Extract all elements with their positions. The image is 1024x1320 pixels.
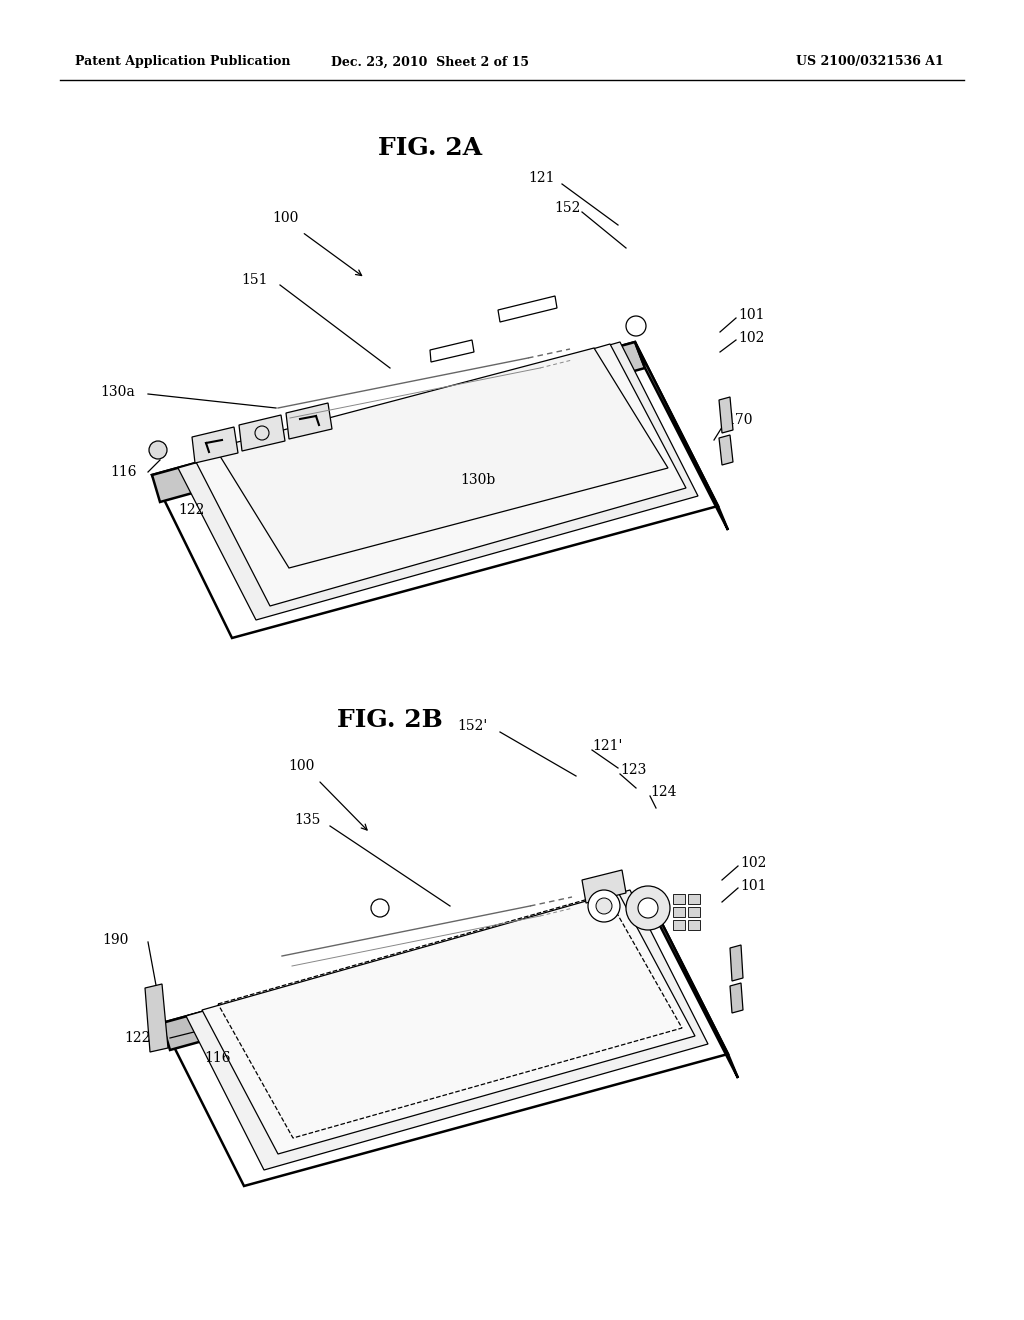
Text: 152: 152 (555, 201, 582, 215)
Text: Dec. 23, 2010  Sheet 2 of 15: Dec. 23, 2010 Sheet 2 of 15 (331, 55, 529, 69)
Text: 100: 100 (272, 211, 299, 224)
Circle shape (588, 890, 620, 921)
Polygon shape (673, 894, 685, 904)
Polygon shape (239, 414, 285, 451)
Polygon shape (730, 983, 743, 1012)
Text: 123: 123 (620, 763, 646, 777)
Polygon shape (645, 890, 738, 1078)
Circle shape (150, 441, 167, 459)
Text: 130a: 130a (100, 385, 135, 399)
Polygon shape (162, 890, 728, 1185)
Polygon shape (673, 920, 685, 931)
Polygon shape (719, 436, 733, 465)
Text: 101: 101 (740, 879, 767, 894)
Polygon shape (730, 945, 743, 981)
Polygon shape (196, 345, 686, 606)
Text: 101: 101 (738, 308, 765, 322)
Polygon shape (145, 983, 168, 1052)
Circle shape (626, 886, 670, 931)
Text: 102: 102 (738, 331, 764, 345)
Text: 152': 152' (457, 719, 487, 733)
Polygon shape (152, 342, 645, 502)
Text: US 2100/0321536 A1: US 2100/0321536 A1 (796, 55, 944, 69)
Polygon shape (582, 870, 626, 903)
Text: 116: 116 (205, 1051, 231, 1065)
Circle shape (638, 898, 658, 917)
Polygon shape (202, 892, 695, 1154)
Text: 102: 102 (740, 855, 766, 870)
Polygon shape (286, 403, 332, 440)
Polygon shape (178, 342, 698, 620)
Polygon shape (152, 342, 718, 638)
Polygon shape (215, 348, 668, 568)
Polygon shape (162, 890, 655, 1049)
Text: 100: 100 (289, 759, 315, 774)
Polygon shape (688, 907, 700, 917)
Polygon shape (688, 894, 700, 904)
Text: 122: 122 (179, 503, 205, 517)
Text: FIG. 2A: FIG. 2A (378, 136, 482, 160)
Polygon shape (688, 920, 700, 931)
Text: 121': 121' (592, 739, 623, 752)
Text: 135: 135 (295, 813, 322, 828)
Text: 151: 151 (242, 273, 268, 286)
Polygon shape (635, 342, 728, 531)
Text: 130b: 130b (461, 473, 496, 487)
Text: 116: 116 (110, 465, 136, 479)
Text: 121: 121 (528, 172, 555, 185)
Polygon shape (498, 296, 557, 322)
Text: 170: 170 (726, 413, 753, 426)
Circle shape (626, 315, 646, 337)
Text: FIG. 2B: FIG. 2B (337, 708, 442, 733)
Polygon shape (673, 907, 685, 917)
Polygon shape (430, 341, 474, 362)
Circle shape (371, 899, 389, 917)
Circle shape (596, 898, 612, 913)
Polygon shape (719, 397, 733, 433)
Circle shape (255, 426, 269, 440)
Text: 124: 124 (650, 785, 677, 799)
Polygon shape (186, 890, 708, 1170)
Text: 190: 190 (102, 933, 128, 946)
Polygon shape (193, 426, 238, 463)
Text: 122: 122 (125, 1031, 152, 1045)
Text: Patent Application Publication: Patent Application Publication (75, 55, 291, 69)
